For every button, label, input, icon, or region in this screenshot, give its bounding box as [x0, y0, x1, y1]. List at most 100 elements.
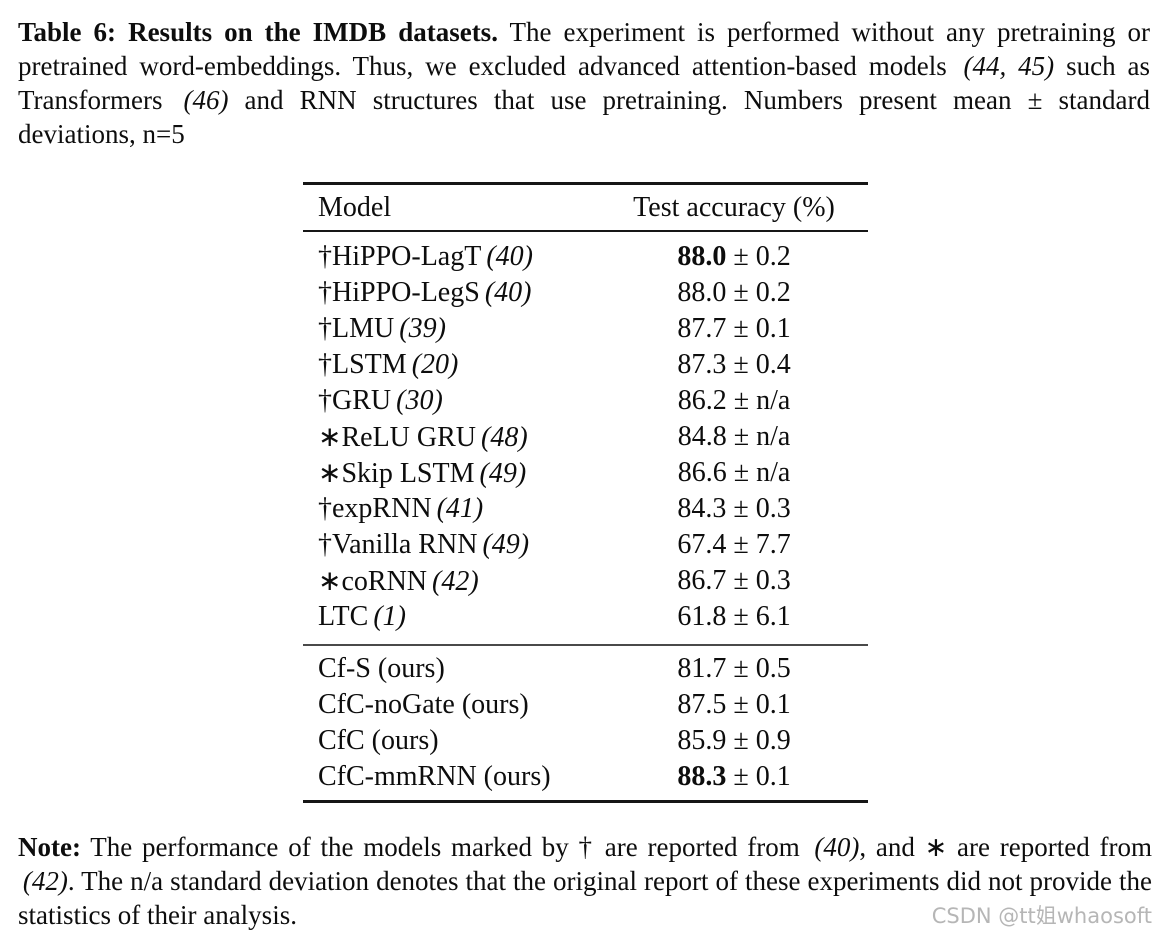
- plus-minus-sign: ±: [726, 385, 757, 416]
- table-row: †LMU (39) 87.7 ± 0.1: [303, 311, 868, 347]
- model-cell: †LMU (39): [303, 313, 600, 345]
- table-section-baselines: †HiPPO-LagT (40) 88.0 ± 0.2 †HiPPO-LegS (40…: [303, 232, 868, 646]
- model-name: Vanilla RNN: [332, 529, 478, 560]
- plus-minus-sign: ±: [726, 493, 756, 524]
- citation-ref: (40): [484, 277, 532, 308]
- model-name: LTC: [318, 601, 369, 632]
- model-name: HiPPO-LegS: [332, 277, 480, 308]
- model-name: ReLU GRU: [341, 422, 477, 453]
- citation-ref: (49): [479, 458, 527, 489]
- accuracy-value: 84.3: [677, 493, 727, 524]
- model-name: LSTM: [332, 349, 407, 380]
- table-row: †Vanilla RNN (49) 67.4 ± 7.7: [303, 527, 868, 563]
- plus-minus-sign: ±: [726, 457, 757, 488]
- accuracy-cell: 85.9 ± 0.9: [600, 725, 868, 757]
- table-row: ∗ReLU GRU (48) 84.8 ± n/a: [303, 419, 868, 455]
- model-name: HiPPO-LagT: [332, 241, 482, 272]
- asterisk-marker: ∗: [318, 566, 342, 597]
- dagger-marker: †: [318, 349, 332, 380]
- accuracy-sd: 0.3: [755, 493, 791, 524]
- accuracy-cell: 88.3 ± 0.1: [600, 761, 868, 793]
- caption-body-3: and RNN structures that use pretraining.…: [18, 85, 1150, 149]
- accuracy-value: 87.5: [677, 689, 727, 720]
- citation-ref: (1): [373, 601, 406, 632]
- caption-title: Results on the IMDB datasets.: [128, 17, 498, 47]
- citation-ref: (49): [482, 529, 530, 560]
- model-cell: †LSTM (20): [303, 349, 600, 381]
- table-row: †LSTM (20) 87.3 ± 0.4: [303, 347, 868, 383]
- plus-minus-sign: ±: [726, 349, 756, 380]
- accuracy-sd: 0.9: [755, 725, 791, 756]
- accuracy-sd: 6.1: [755, 601, 791, 632]
- model-cell: LTC (1): [303, 601, 600, 633]
- plus-minus-sign: ±: [726, 241, 756, 272]
- caption-citation-2: (46): [183, 85, 229, 115]
- accuracy-cell: 61.8 ± 6.1: [600, 601, 868, 633]
- plus-minus-sign: ±: [726, 421, 757, 452]
- model-name: GRU: [332, 385, 392, 416]
- model-cell: †expRNN (41): [303, 493, 600, 525]
- table-row: †GRU (30) 86.2 ± n/a: [303, 383, 868, 419]
- model-cell: ∗coRNN (42): [303, 564, 600, 598]
- table-row: CfC-noGate (ours) 87.5 ± 0.1: [303, 687, 868, 723]
- accuracy-cell: 84.8 ± n/a: [600, 421, 868, 453]
- caption-citation-1: (44, 45): [963, 51, 1055, 81]
- model-name: Skip LSTM: [341, 458, 475, 489]
- table-row: †expRNN (41) 84.3 ± 0.3: [303, 491, 868, 527]
- accuracy-cell: 87.5 ± 0.1: [600, 689, 868, 721]
- asterisk-marker: ∗: [318, 422, 342, 453]
- model-name: CfC-noGate (ours): [318, 689, 529, 720]
- table-caption: Table 6: Results on the IMDB datasets. T…: [18, 15, 1150, 151]
- plus-minus-sign: ±: [726, 277, 756, 308]
- table-header-row: Model Test accuracy (%): [303, 182, 868, 232]
- header-model: Model: [318, 191, 392, 223]
- accuracy-sd: 0.1: [755, 689, 791, 720]
- results-table: Model Test accuracy (%) †HiPPO-LagT (40) 8…: [303, 182, 868, 803]
- dagger-marker: †: [318, 529, 332, 560]
- citation-ref: (40): [486, 241, 534, 272]
- accuracy-value: 88.0: [677, 277, 727, 308]
- accuracy-value: 84.8: [677, 421, 727, 452]
- accuracy-cell: 81.7 ± 0.5: [600, 653, 868, 685]
- model-cell: †HiPPO-LagT (40): [303, 241, 600, 273]
- table-note: Note: The performance of the models mark…: [18, 830, 1152, 932]
- table-row: LTC (1) 61.8 ± 6.1: [303, 599, 868, 635]
- plus-minus-sign: ±: [726, 529, 756, 560]
- accuracy-sd: n/a: [756, 421, 791, 452]
- accuracy-cell: 87.3 ± 0.4: [600, 349, 868, 381]
- model-cell: CfC (ours): [303, 725, 600, 757]
- accuracy-sd: 0.4: [755, 349, 791, 380]
- model-cell: †Vanilla RNN (49): [303, 529, 600, 561]
- note-body-1: The performance of the models marked by …: [80, 832, 810, 862]
- table-row: CfC (ours) 85.9 ± 0.9: [303, 723, 868, 759]
- csdn-watermark: CSDN @tt姐whaosoft: [931, 904, 1152, 928]
- dagger-marker: †: [318, 385, 332, 416]
- accuracy-sd: 0.2: [755, 241, 791, 272]
- note-body-3: . The n/a standard deviation denotes tha…: [18, 866, 1152, 930]
- asterisk-marker: ∗: [318, 458, 342, 489]
- citation-ref: (30): [396, 385, 443, 416]
- table-row: †HiPPO-LegS (40) 88.0 ± 0.2: [303, 275, 868, 311]
- model-name: expRNN: [332, 493, 432, 524]
- accuracy-value: 85.9: [677, 725, 727, 756]
- accuracy-cell: 87.7 ± 0.1: [600, 313, 868, 345]
- accuracy-sd: 7.7: [755, 529, 791, 560]
- accuracy-sd: 0.5: [755, 653, 791, 684]
- table-row: CfC-mmRNN (ours) 88.3 ± 0.1: [303, 759, 868, 795]
- model-cell: ∗ReLU GRU (48): [303, 420, 600, 454]
- citation-ref: (42): [432, 566, 479, 597]
- citation-ref: (20): [411, 349, 459, 380]
- accuracy-sd: 0.3: [755, 565, 791, 596]
- accuracy-cell: 88.0 ± 0.2: [600, 241, 868, 273]
- accuracy-cell: 84.3 ± 0.3: [600, 493, 868, 525]
- accuracy-value: 86.6: [677, 457, 727, 488]
- accuracy-cell: 88.0 ± 0.2: [600, 277, 868, 309]
- model-name: LMU: [332, 313, 395, 344]
- table-row: ∗coRNN (42) 86.7 ± 0.3: [303, 563, 868, 599]
- model-name: Cf-S (ours): [318, 653, 445, 684]
- accuracy-value: 61.8: [677, 601, 727, 632]
- accuracy-value: 86.2: [677, 385, 727, 416]
- dagger-marker: †: [318, 241, 332, 272]
- citation-ref: (39): [399, 313, 446, 344]
- plus-minus-sign: ±: [726, 725, 756, 756]
